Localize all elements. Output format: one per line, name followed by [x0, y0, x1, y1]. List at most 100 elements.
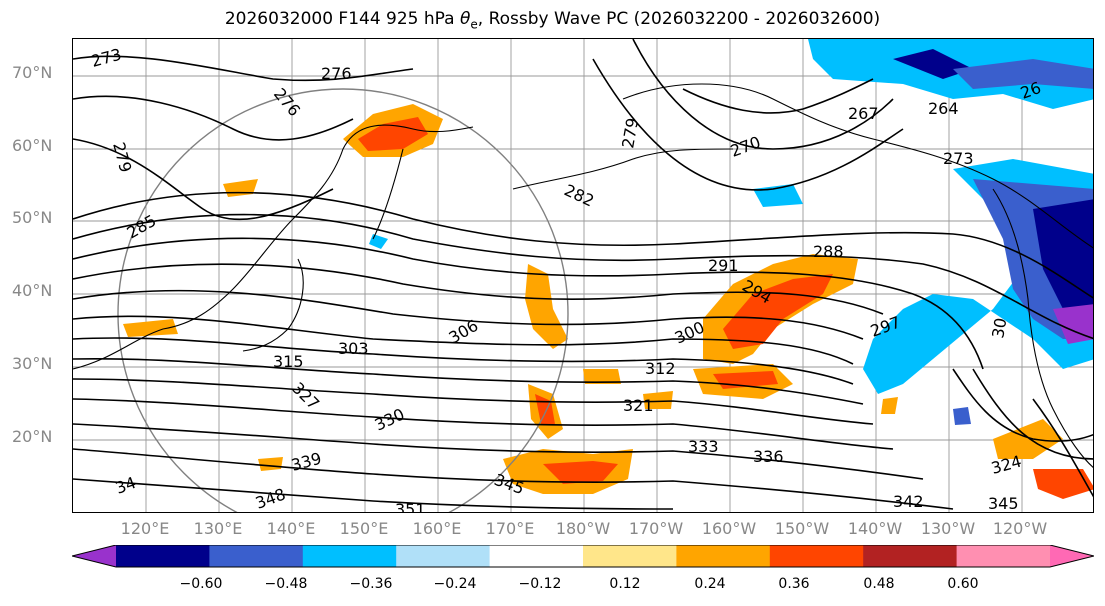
colorbar-tick-label: −0.60 [179, 576, 223, 592]
theta-subscript: e [470, 17, 478, 32]
shade-east-spots [881, 397, 898, 414]
contour-label: 34 [113, 473, 139, 498]
shade-small-west [369, 234, 388, 249]
contour-label: 273 [89, 45, 123, 71]
lon-label-180w: 180°W [555, 519, 611, 538]
shade-subtropics-core [543, 461, 618, 484]
shade-central-pacific-core [723, 274, 833, 349]
contour-label: 291 [708, 256, 739, 275]
colorbar [72, 545, 1094, 568]
contour-label: 303 [338, 339, 369, 358]
colorbar-extend-max [1050, 545, 1094, 567]
negative-anomaly-shading [369, 39, 1093, 425]
contour-label: 273 [943, 149, 974, 168]
shade-okhotsk-core [358, 117, 428, 151]
contour-label: 330 [372, 404, 408, 434]
contour-label: 324 [989, 452, 1023, 478]
shade-west-small-2 [223, 179, 258, 197]
lat-label-70n: 70°N [12, 63, 53, 82]
contour-label: 288 [813, 242, 844, 261]
coast-asia [73, 124, 474, 370]
contour-label: 276 [321, 64, 352, 83]
colorbar-cell [676, 545, 771, 567]
contour-label: 312 [645, 359, 676, 378]
title-prefix: 2026032000 F144 925 hPa [224, 9, 460, 29]
shade-east-subtrop-2 [1033, 469, 1093, 499]
shade-small-east [953, 407, 971, 425]
coast-kamchatka [372, 148, 404, 240]
colorbar-tick-label: −0.24 [433, 576, 477, 592]
great-circle-outline [117, 88, 569, 512]
contour-label: 348 [253, 484, 288, 512]
contour-labels: 273 276 276 279 279 270 267 264 26 273 2… [89, 45, 1043, 513]
shade-alaska-north-core [893, 49, 973, 79]
contour-label: 333 [688, 437, 719, 456]
contour-label: 339 [289, 449, 323, 475]
colorbar-cell [302, 545, 397, 567]
title-suffix: , Rossby Wave PC (2026032200 - 202603260… [477, 9, 881, 29]
colorbar-cell [583, 545, 677, 567]
colorbar-tick-label: −0.12 [518, 576, 562, 592]
contour-label: 276 [270, 84, 304, 120]
coast-north-america [992, 188, 1093, 468]
lat-label-30n: 30°N [12, 354, 53, 373]
figure-title: 2026032000 F144 925 hPa θe, Rossby Wave … [0, 9, 1105, 31]
contour-label: 30 [988, 316, 1010, 339]
lon-label-170w: 170°W [628, 519, 684, 538]
contour-label: 264 [928, 99, 959, 118]
colorbar-cell [863, 545, 958, 567]
positive-anomaly-shading [123, 104, 1093, 499]
lat-label-50n: 50°N [12, 208, 53, 227]
contour-label: 315 [273, 352, 304, 371]
contour-label: 270 [728, 132, 763, 160]
lat-label-40n: 40°N [12, 281, 53, 300]
lon-label-130w: 130°W [920, 519, 976, 538]
colorbar-tick-label: 0.12 [609, 576, 641, 592]
contour-label: 351 [395, 500, 426, 513]
colorbar-tick-label: 0.24 [694, 576, 726, 592]
lon-label-160w: 160°W [701, 519, 757, 538]
shade-alaska-north-mid [953, 59, 1093, 89]
contour-label: 282 [561, 180, 597, 210]
coast-aleutians [512, 148, 734, 190]
colorbar-tick-label: 0.36 [778, 576, 810, 592]
coast-alaska [622, 83, 1093, 249]
shade-mid-spot [583, 369, 621, 384]
colorbar-outline [72, 545, 1094, 568]
shade-mid-spot-2 [643, 391, 673, 409]
colorbar-cell [396, 545, 491, 567]
contour-label: 267 [848, 104, 879, 123]
lon-label-120e: 120°E [120, 519, 170, 538]
lon-label-120w: 120°W [992, 519, 1048, 538]
contour-label: 285 [124, 211, 160, 243]
theta-symbol: θ [460, 9, 471, 29]
lat-label-20n: 20°N [12, 427, 53, 446]
lat-label-60n: 60°N [12, 136, 53, 155]
lon-label-140w: 140°W [847, 519, 903, 538]
contour-label: 327 [288, 378, 323, 413]
colorbar-cell [209, 545, 304, 567]
lon-label-150e: 150°E [339, 519, 389, 538]
map-svg: 273 276 276 279 279 270 267 264 26 273 2… [73, 39, 1093, 513]
colorbar-tick-label: −0.48 [264, 576, 308, 592]
colorbar-cell [489, 545, 584, 567]
lon-label-140e: 140°E [266, 519, 316, 538]
lon-label-130e: 130°E [193, 519, 243, 538]
lon-label-150w: 150°W [774, 519, 830, 538]
contour-label: 300 [672, 317, 708, 347]
contour-label: 279 [109, 140, 135, 174]
shade-east-subtrop [993, 419, 1063, 459]
colorbar-cell [956, 545, 1051, 567]
coastlines [73, 83, 1093, 468]
coast-japan [242, 258, 304, 352]
contour-label: 336 [753, 447, 784, 466]
shade-dateline-north [525, 264, 568, 349]
colorbar-extend-min [72, 545, 116, 567]
contour-label: 279 [618, 116, 642, 149]
contour-label: 342 [893, 492, 924, 511]
contour-label: 321 [623, 396, 654, 415]
colorbar-cells [72, 545, 1094, 567]
colorbar-cell [116, 545, 210, 567]
shade-west-small-3 [258, 457, 283, 471]
lon-label-160e: 160°E [412, 519, 462, 538]
